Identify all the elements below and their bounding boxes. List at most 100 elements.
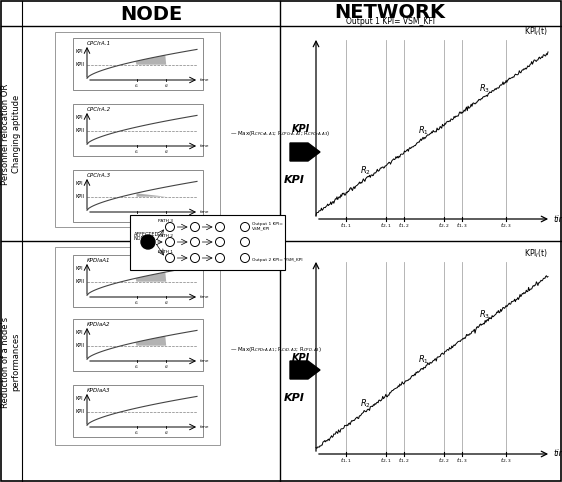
Circle shape [215,238,224,246]
Text: KPIl: KPIl [75,279,84,284]
FancyArrow shape [290,361,320,379]
Text: Output 1 KPI= VSM_KFI: Output 1 KPI= VSM_KFI [346,17,434,27]
Polygon shape [463,80,506,113]
Text: Reduction of a node's
performances: Reduction of a node's performances [1,317,21,408]
Text: KPI: KPI [292,124,310,134]
Text: $t_2$: $t_2$ [164,82,169,90]
Text: $t_1$: $t_1$ [134,214,139,222]
Text: — Max(R$_{CPDrA.A1}$; R$_{CfD.A2}$; R$_{CPD.A3}$): — Max(R$_{CPDrA.A1}$; R$_{CfD.A2}$; R$_{… [230,346,322,354]
Text: KPI$_I$(t): KPI$_I$(t) [524,247,548,260]
Text: $t_{2,1}$: $t_{2,1}$ [380,222,392,230]
Text: $t_1$: $t_1$ [134,429,139,437]
Text: KPI: KPI [75,330,83,335]
Text: $t_1$: $t_1$ [134,148,139,156]
Text: AFFECTED: AFFECTED [134,231,159,237]
Text: KPI$_I$(t): KPI$_I$(t) [524,26,548,38]
Polygon shape [346,165,385,193]
Circle shape [191,223,200,231]
Text: CPCIrA.3: CPCIrA.3 [87,173,111,178]
Text: KPIl: KPIl [75,343,84,348]
Text: KPIl: KPIl [75,194,84,199]
Text: $R_1$: $R_1$ [418,353,429,366]
FancyArrow shape [290,143,320,161]
Text: PATH 1: PATH 1 [158,250,173,254]
Text: $t_{1,1}$: $t_{1,1}$ [340,457,352,465]
Text: time: time [200,295,210,299]
Text: KPI: KPI [75,115,83,120]
Text: $t_{1,3}$: $t_{1,3}$ [456,457,468,465]
Text: $R_3$: $R_3$ [479,82,490,95]
Bar [55,247,220,445]
Polygon shape [405,124,443,152]
Text: KPI: KPI [75,396,83,401]
Text: KPI: KPI [284,393,305,403]
Text: time: time [200,425,210,429]
Circle shape [215,223,224,231]
Bar [130,215,285,270]
Circle shape [165,254,174,263]
Bar [73,319,203,371]
Text: $t_{1,2}$: $t_{1,2}$ [398,457,410,465]
Text: $t_{1,3}$: $t_{1,3}$ [456,222,468,230]
Text: — Max(R$_{CPCrA.A1}$; R$_{CPCrA.A2}$; R$_{CPCrA.A3}$): — Max(R$_{CPCrA.A1}$; R$_{CPCrA.A2}$; R$… [230,130,330,138]
Text: KPIl: KPIl [75,128,84,133]
Polygon shape [346,396,385,426]
Text: $t_{2,2}$: $t_{2,2}$ [438,222,450,230]
Text: NETWORK: NETWORK [334,2,446,22]
Text: $t_2$: $t_2$ [164,363,169,371]
Text: KPDIaA2: KPDIaA2 [87,322,111,327]
Circle shape [165,238,174,246]
Text: time: time [200,359,210,363]
Text: KPIl: KPIl [75,62,84,67]
Text: $t_{1,1}$: $t_{1,1}$ [340,222,352,230]
Text: $t_2$: $t_2$ [164,299,169,307]
Text: PATH 2: PATH 2 [158,234,173,238]
Circle shape [141,235,155,249]
Polygon shape [135,272,166,281]
Text: KPDIaA1: KPDIaA1 [87,258,111,263]
Circle shape [241,254,250,263]
Text: $t_{2,2}$: $t_{2,2}$ [438,457,450,465]
Text: NODE: NODE [134,237,148,241]
Text: PATH 3: PATH 3 [158,219,173,223]
Text: $t_{1,2}$: $t_{1,2}$ [398,222,410,230]
Text: KPI: KPI [75,181,83,186]
Text: $t_2$: $t_2$ [164,148,169,156]
Text: $t_1$: $t_1$ [134,299,139,307]
Text: time: time [200,78,210,82]
Circle shape [215,254,224,263]
Text: $R_3$: $R_3$ [479,308,490,321]
Text: KPIl: KPIl [75,409,84,414]
Text: $R_2$: $R_2$ [360,165,371,177]
Circle shape [165,223,174,231]
Text: $t_2$: $t_2$ [164,429,169,437]
Text: Personnel relocation OR
Changing aptitude: Personnel relocation OR Changing aptitud… [1,83,21,185]
Circle shape [241,238,250,246]
Text: time: time [553,450,562,458]
Circle shape [191,254,200,263]
Text: $t_{2,3}$: $t_{2,3}$ [500,222,512,230]
Text: KPI: KPI [292,353,310,363]
Text: KPDIaA3: KPDIaA3 [87,388,111,393]
Text: KPI: KPI [75,49,83,54]
Text: $t_2$: $t_2$ [164,214,169,222]
Text: $t_1$: $t_1$ [134,363,139,371]
Circle shape [191,238,200,246]
Circle shape [241,223,250,231]
Text: $t_{2,3}$: $t_{2,3}$ [500,457,512,465]
Text: CPCIrA.2: CPCIrA.2 [87,107,111,112]
Polygon shape [405,353,443,383]
Bar [73,385,203,437]
Polygon shape [135,55,166,65]
Text: $R_1$: $R_1$ [418,124,429,137]
Bar [73,255,203,307]
Text: time: time [200,144,210,148]
Text: Output 2 KPI= VSM_KPI: Output 2 KPI= VSM_KPI [252,258,302,262]
Bar [73,38,203,90]
Bar [73,104,203,156]
Text: time: time [553,214,562,224]
Polygon shape [463,306,506,339]
Text: Output 1 KPI=
VSM_KPI: Output 1 KPI= VSM_KPI [252,222,283,230]
Bar [55,32,220,227]
Text: $t_{2,1}$: $t_{2,1}$ [380,457,392,465]
